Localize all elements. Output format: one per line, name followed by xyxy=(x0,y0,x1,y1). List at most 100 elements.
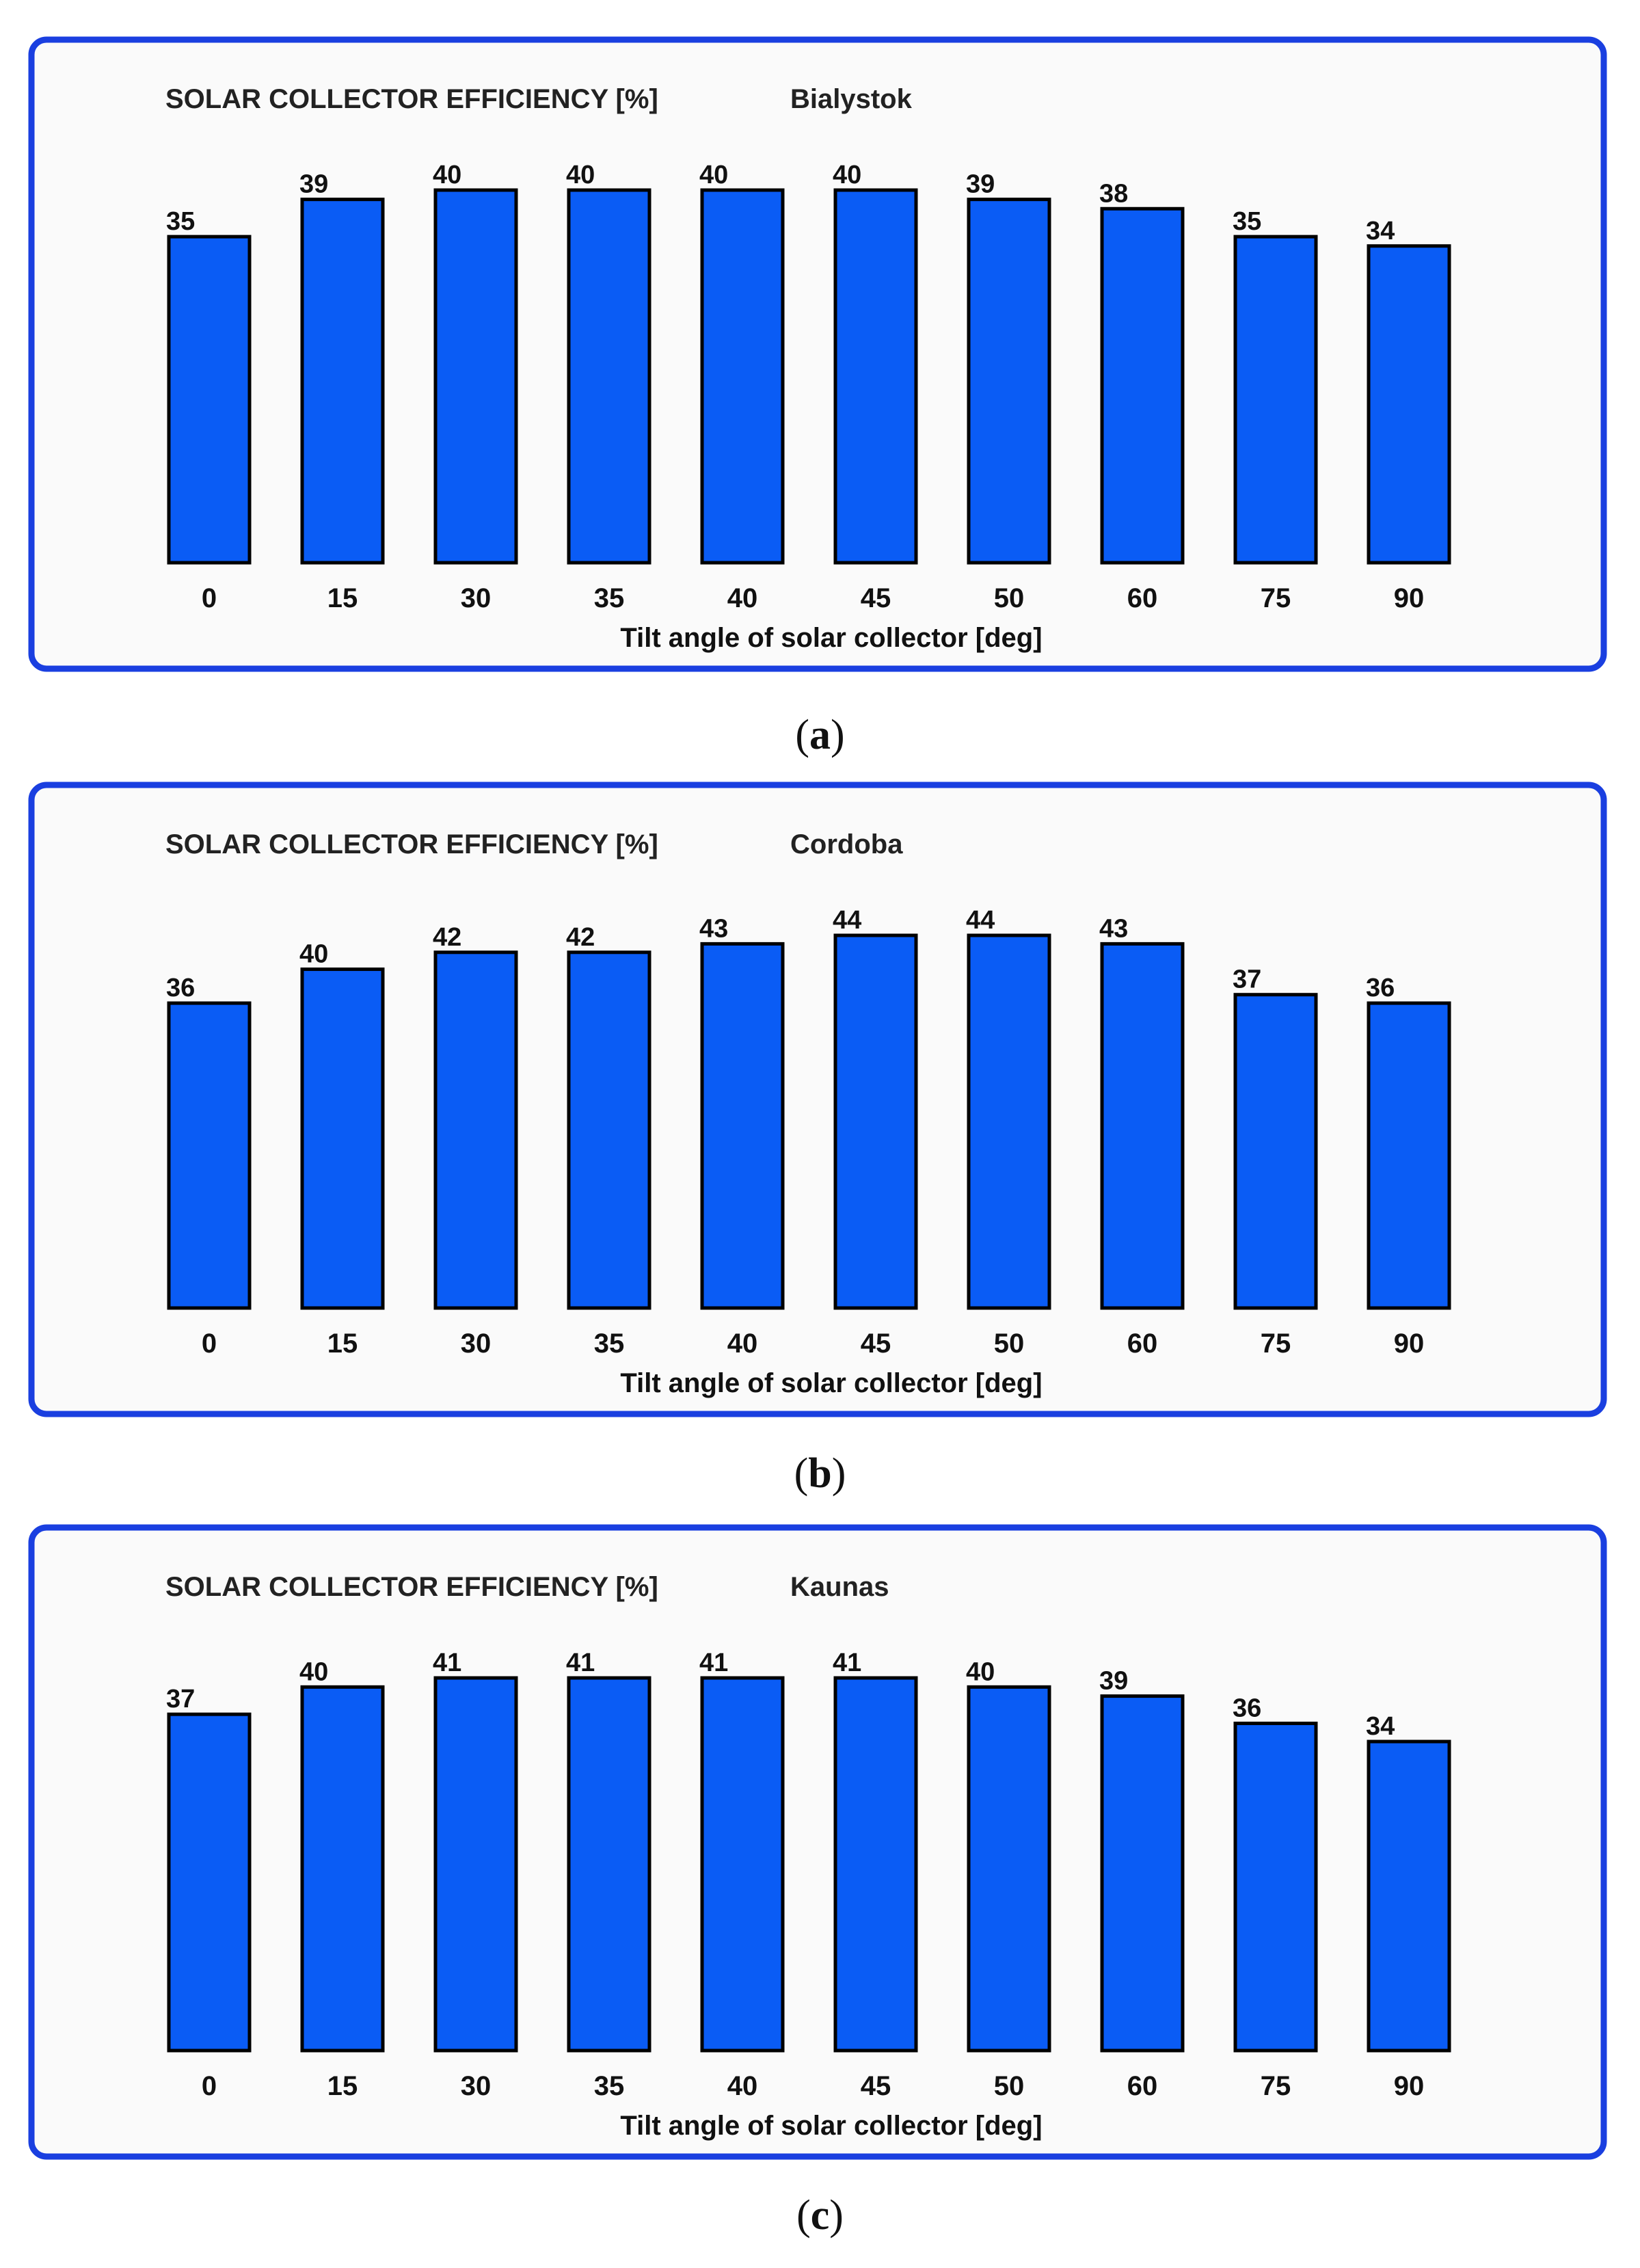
bar-45 xyxy=(833,188,918,565)
data-label-30: 40 xyxy=(433,161,461,189)
data-label-50: 39 xyxy=(966,170,995,199)
data-label-40: 41 xyxy=(699,1649,728,1677)
x-tick-50: 50 xyxy=(994,1329,1025,1359)
data-label-60: 39 xyxy=(1099,1667,1128,1696)
bar-15 xyxy=(300,968,385,1310)
bar-60 xyxy=(1100,942,1185,1310)
bar-15 xyxy=(300,1685,385,2053)
x-tick-50: 50 xyxy=(994,583,1025,613)
bar-15 xyxy=(300,198,385,565)
x-tick-60: 60 xyxy=(1127,1329,1158,1359)
bar-0 xyxy=(167,1712,252,2053)
x-tick-15: 15 xyxy=(327,583,358,613)
bar-50 xyxy=(967,933,1051,1310)
caption-letter-b: b xyxy=(808,1450,832,1497)
data-label-45: 41 xyxy=(833,1649,861,1677)
data-label-75: 36 xyxy=(1233,1694,1261,1722)
caption-c: (c) xyxy=(796,2192,844,2239)
data-label-60: 43 xyxy=(1099,914,1128,943)
bar-40 xyxy=(700,188,785,565)
data-label-40: 43 xyxy=(699,914,728,943)
data-label-40: 40 xyxy=(699,161,728,189)
x-tick-0: 0 xyxy=(202,2071,217,2101)
bar-75 xyxy=(1233,1721,1318,2053)
bar-30 xyxy=(433,950,518,1310)
x-tick-0: 0 xyxy=(202,1329,217,1359)
x-tick-90: 90 xyxy=(1394,2071,1425,2101)
data-label-90: 36 xyxy=(1366,974,1395,1002)
x-tick-35: 35 xyxy=(594,583,625,613)
data-label-35: 41 xyxy=(566,1649,595,1677)
data-label-50: 40 xyxy=(966,1657,995,1686)
caption-letter-c: c xyxy=(810,2192,830,2239)
data-label-60: 38 xyxy=(1099,179,1128,208)
x-tick-30: 30 xyxy=(461,1329,492,1359)
x-tick-60: 60 xyxy=(1127,2071,1158,2101)
bar-40 xyxy=(700,942,785,1310)
data-label-75: 35 xyxy=(1233,207,1261,236)
data-label-75: 37 xyxy=(1233,965,1261,994)
chart-frame xyxy=(28,36,1607,672)
data-label-90: 34 xyxy=(1366,217,1395,245)
bar-0 xyxy=(167,235,252,565)
chart-subtitle: Cordoba xyxy=(790,829,903,859)
chart-panel-a: SOLAR COLLECTOR EFFICIENCY [%] Bialystok 3… xyxy=(25,33,1611,676)
x-tick-50: 50 xyxy=(994,2071,1025,2101)
data-label-15: 40 xyxy=(299,940,328,969)
data-label-0: 35 xyxy=(166,207,195,236)
chart-title: SOLAR COLLECTOR EFFICIENCY [%] xyxy=(165,1572,658,1602)
x-axis-label: Tilt angle of solar collector [deg] xyxy=(620,623,1042,653)
bar-90 xyxy=(1367,244,1451,565)
chart-title: SOLAR COLLECTOR EFFICIENCY [%] xyxy=(165,829,658,859)
data-label-45: 44 xyxy=(833,906,861,935)
bar-60 xyxy=(1100,206,1185,565)
bar-50 xyxy=(967,1685,1051,2053)
data-label-35: 42 xyxy=(566,923,595,952)
x-tick-75: 75 xyxy=(1261,583,1291,613)
chart-subtitle: Kaunas xyxy=(790,1572,889,1602)
chart-panel-c: SOLAR COLLECTOR EFFICIENCY [%] Kaunas 37 0 4… xyxy=(25,1521,1611,2163)
data-label-30: 42 xyxy=(433,923,461,952)
x-tick-40: 40 xyxy=(727,2071,758,2101)
data-label-15: 39 xyxy=(299,170,328,199)
x-tick-35: 35 xyxy=(594,1329,625,1359)
x-tick-35: 35 xyxy=(594,2071,625,2101)
x-tick-60: 60 xyxy=(1127,583,1158,613)
x-tick-40: 40 xyxy=(727,583,758,613)
bar-30 xyxy=(433,188,518,565)
bar-50 xyxy=(967,198,1051,565)
x-tick-45: 45 xyxy=(861,583,891,613)
chart-panel-b: SOLAR COLLECTOR EFFICIENCY [%] Cordoba 36 0… xyxy=(25,778,1611,1421)
data-label-35: 40 xyxy=(566,161,595,189)
bar-75 xyxy=(1233,993,1318,1310)
chart-svg-a: SOLAR COLLECTOR EFFICIENCY [%] Bialystok 3… xyxy=(28,36,1607,672)
bar-40 xyxy=(700,1676,785,2053)
x-tick-45: 45 xyxy=(861,2071,891,2101)
bar-35 xyxy=(567,950,651,1310)
x-axis-label: Tilt angle of solar collector [deg] xyxy=(620,2111,1042,2141)
bar-35 xyxy=(567,188,651,565)
x-tick-45: 45 xyxy=(861,1329,891,1359)
chart-frame xyxy=(28,782,1607,1417)
x-tick-75: 75 xyxy=(1261,1329,1291,1359)
bar-35 xyxy=(567,1676,651,2053)
data-label-90: 34 xyxy=(1366,1712,1395,1741)
chart-frame xyxy=(28,1524,1607,2160)
data-label-50: 44 xyxy=(966,906,995,935)
chart-svg-c: SOLAR COLLECTOR EFFICIENCY [%] Kaunas 37 0 4… xyxy=(28,1524,1607,2160)
data-label-15: 40 xyxy=(299,1657,328,1686)
chart-title: SOLAR COLLECTOR EFFICIENCY [%] xyxy=(165,84,658,114)
x-axis-label: Tilt angle of solar collector [deg] xyxy=(620,1368,1042,1398)
data-label-30: 41 xyxy=(433,1649,461,1677)
x-tick-90: 90 xyxy=(1394,1329,1425,1359)
caption-a: (a) xyxy=(795,712,845,758)
x-tick-90: 90 xyxy=(1394,583,1425,613)
caption-letter-a: a xyxy=(809,712,831,758)
data-label-0: 36 xyxy=(166,974,195,1002)
x-tick-15: 15 xyxy=(327,2071,358,2101)
x-tick-75: 75 xyxy=(1261,2071,1291,2101)
bar-60 xyxy=(1100,1694,1185,2053)
bar-30 xyxy=(433,1676,518,2053)
bar-45 xyxy=(833,933,918,1310)
bar-0 xyxy=(167,1001,252,1310)
